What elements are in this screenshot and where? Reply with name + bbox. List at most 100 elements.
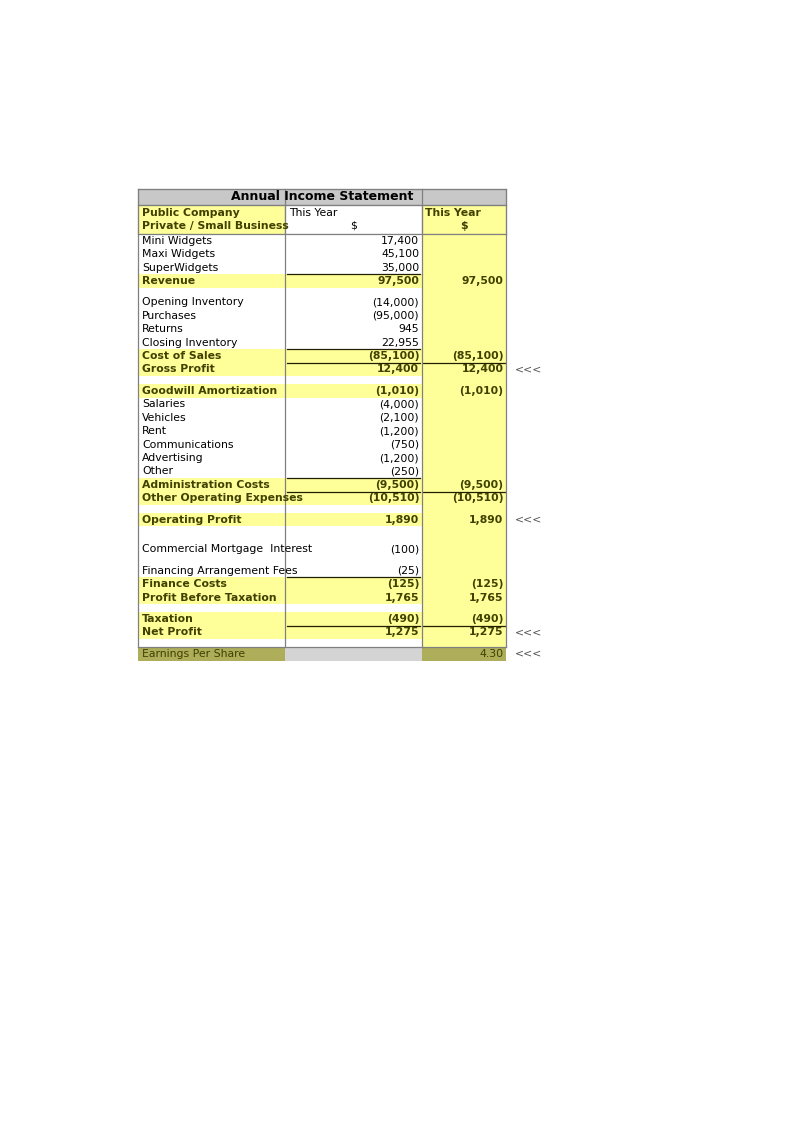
FancyBboxPatch shape	[285, 591, 421, 605]
FancyBboxPatch shape	[138, 350, 285, 363]
Text: 1,765: 1,765	[469, 592, 503, 602]
FancyBboxPatch shape	[285, 384, 421, 398]
FancyBboxPatch shape	[285, 296, 421, 309]
FancyBboxPatch shape	[285, 336, 421, 350]
Text: (250): (250)	[390, 466, 419, 477]
FancyBboxPatch shape	[285, 323, 421, 336]
Text: (100): (100)	[390, 544, 419, 554]
FancyBboxPatch shape	[421, 296, 506, 309]
Text: Taxation: Taxation	[142, 614, 194, 624]
FancyBboxPatch shape	[285, 438, 421, 452]
FancyBboxPatch shape	[138, 323, 285, 336]
FancyBboxPatch shape	[421, 350, 506, 363]
Text: (85,100): (85,100)	[452, 351, 503, 361]
Text: Returns: Returns	[142, 324, 184, 334]
FancyBboxPatch shape	[138, 384, 285, 398]
Text: Closing Inventory: Closing Inventory	[142, 337, 237, 347]
Text: Administration Costs: Administration Costs	[142, 480, 270, 490]
FancyBboxPatch shape	[138, 578, 285, 591]
FancyBboxPatch shape	[285, 247, 421, 261]
FancyBboxPatch shape	[421, 591, 506, 605]
Text: (95,000): (95,000)	[373, 311, 419, 320]
Text: (1,010): (1,010)	[375, 386, 419, 396]
Text: Cost of Sales: Cost of Sales	[142, 351, 221, 361]
FancyBboxPatch shape	[421, 261, 506, 274]
Text: Maxi Widgets: Maxi Widgets	[142, 250, 215, 260]
FancyBboxPatch shape	[138, 513, 285, 526]
Text: $: $	[350, 220, 357, 230]
Text: 12,400: 12,400	[462, 364, 503, 374]
FancyBboxPatch shape	[285, 478, 421, 491]
Text: Rent: Rent	[142, 426, 167, 436]
FancyBboxPatch shape	[285, 309, 421, 323]
Text: $: $	[460, 220, 467, 230]
Text: 1,890: 1,890	[385, 515, 419, 525]
FancyBboxPatch shape	[421, 626, 506, 640]
Text: (25): (25)	[397, 565, 419, 575]
Text: 17,400: 17,400	[381, 236, 419, 246]
FancyBboxPatch shape	[285, 613, 421, 626]
FancyBboxPatch shape	[421, 613, 506, 626]
Text: (1,010): (1,010)	[460, 386, 503, 396]
FancyBboxPatch shape	[421, 505, 506, 518]
Text: <<<: <<<	[515, 649, 543, 659]
Text: Vehicles: Vehicles	[142, 413, 187, 423]
Text: (9,500): (9,500)	[460, 480, 503, 490]
FancyBboxPatch shape	[138, 591, 285, 605]
Text: Opening Inventory: Opening Inventory	[142, 298, 243, 307]
FancyBboxPatch shape	[285, 274, 421, 288]
FancyBboxPatch shape	[421, 535, 506, 547]
Text: 1,275: 1,275	[469, 627, 503, 637]
FancyBboxPatch shape	[421, 205, 506, 234]
FancyBboxPatch shape	[138, 543, 285, 556]
Text: 22,955: 22,955	[382, 337, 419, 347]
Text: (490): (490)	[471, 614, 503, 624]
Text: 4.30: 4.30	[479, 649, 503, 659]
FancyBboxPatch shape	[421, 425, 506, 438]
Text: Salaries: Salaries	[142, 399, 185, 409]
Text: Financing Arrangement Fees: Financing Arrangement Fees	[142, 565, 297, 575]
FancyBboxPatch shape	[421, 464, 506, 478]
FancyBboxPatch shape	[138, 478, 285, 491]
Text: Commercial Mortgage  Interest: Commercial Mortgage Interest	[142, 544, 312, 554]
FancyBboxPatch shape	[421, 564, 506, 578]
FancyBboxPatch shape	[138, 336, 285, 350]
FancyBboxPatch shape	[138, 205, 285, 234]
Text: (14,000): (14,000)	[373, 298, 419, 307]
Text: (1,200): (1,200)	[379, 426, 419, 436]
FancyBboxPatch shape	[421, 336, 506, 350]
Text: Gross Profit: Gross Profit	[142, 364, 215, 374]
FancyBboxPatch shape	[138, 274, 285, 288]
Text: This Year: This Year	[425, 208, 481, 218]
Text: Public Company: Public Company	[142, 208, 239, 218]
Text: (9,500): (9,500)	[375, 480, 419, 490]
FancyBboxPatch shape	[285, 261, 421, 274]
Text: (1,200): (1,200)	[379, 453, 419, 463]
Text: <<<: <<<	[515, 627, 543, 637]
Text: (85,100): (85,100)	[367, 351, 419, 361]
FancyBboxPatch shape	[285, 626, 421, 640]
FancyBboxPatch shape	[421, 513, 506, 526]
Text: Net Profit: Net Profit	[142, 627, 202, 637]
Text: Operating Profit: Operating Profit	[142, 515, 242, 525]
Text: (10,510): (10,510)	[452, 493, 503, 504]
Text: Other Operating Expenses: Other Operating Expenses	[142, 493, 303, 504]
FancyBboxPatch shape	[285, 234, 421, 247]
Text: <<<: <<<	[515, 515, 543, 525]
FancyBboxPatch shape	[285, 513, 421, 526]
FancyBboxPatch shape	[421, 452, 506, 464]
Text: (4,000): (4,000)	[379, 399, 419, 409]
FancyBboxPatch shape	[285, 647, 421, 661]
FancyBboxPatch shape	[138, 564, 285, 578]
Text: Other: Other	[142, 466, 173, 477]
FancyBboxPatch shape	[285, 578, 421, 591]
Text: 35,000: 35,000	[381, 263, 419, 272]
Text: Purchases: Purchases	[142, 311, 197, 320]
Text: 945: 945	[398, 324, 419, 334]
Text: 45,100: 45,100	[381, 250, 419, 260]
Text: Advertising: Advertising	[142, 453, 204, 463]
Text: 1,275: 1,275	[385, 627, 419, 637]
FancyBboxPatch shape	[421, 647, 506, 661]
FancyBboxPatch shape	[138, 309, 285, 323]
FancyBboxPatch shape	[285, 350, 421, 363]
